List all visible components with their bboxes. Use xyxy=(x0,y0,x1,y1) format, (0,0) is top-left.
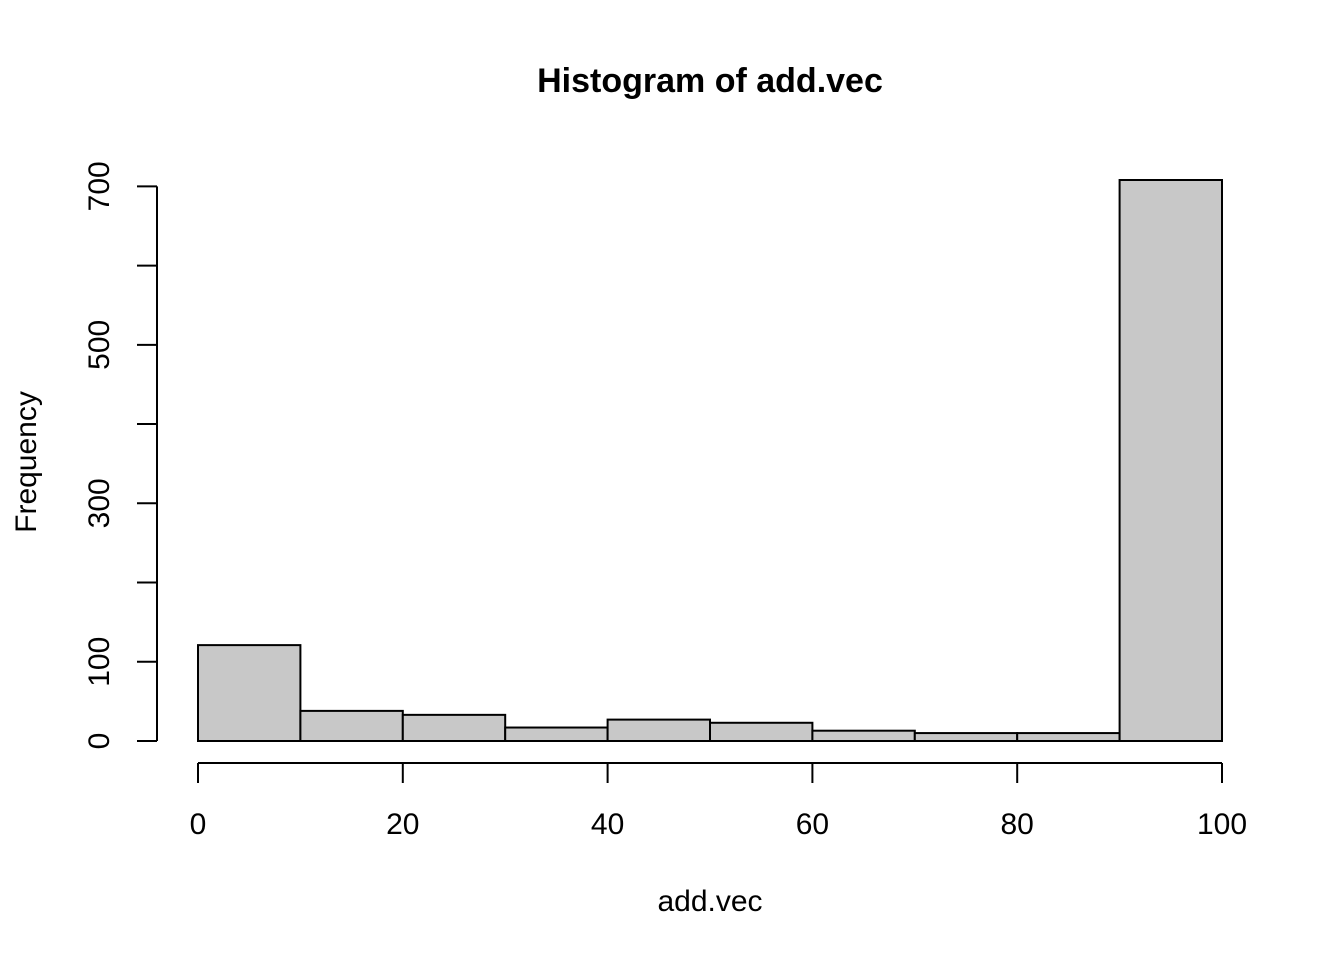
histogram-bar-9 xyxy=(1118,179,1223,742)
histogram-bar-7 xyxy=(913,732,1019,743)
histogram-bar-4 xyxy=(606,718,711,743)
y-tick-label-3: 300 xyxy=(83,478,116,528)
histogram-bar-0 xyxy=(197,644,302,742)
y-tick-label-0: 0 xyxy=(83,733,116,750)
y-axis-label: Frequency xyxy=(10,391,43,533)
x-tick-label-5: 100 xyxy=(1197,808,1247,841)
x-tick-label-2: 40 xyxy=(591,808,624,841)
chart-title: Histogram of add.vec xyxy=(537,62,883,100)
histogram-bar-6 xyxy=(811,729,916,743)
x-axis: 0 20 40 60 80 100 xyxy=(190,762,1247,841)
y-axis: 0 100 300 500 700 xyxy=(83,161,158,750)
histogram-bar-8 xyxy=(1016,732,1121,743)
histogram-bar-1 xyxy=(299,709,404,742)
x-tick-label-1: 20 xyxy=(386,808,419,841)
y-tick-label-5: 500 xyxy=(83,320,116,370)
bars-group xyxy=(197,179,1223,743)
x-tick-label-3: 60 xyxy=(796,808,829,841)
histogram-bar-3 xyxy=(504,726,609,743)
y-tick-label-1: 100 xyxy=(83,637,116,687)
x-tick-label-0: 0 xyxy=(190,808,207,841)
x-tick-label-4: 80 xyxy=(1001,808,1034,841)
histogram-bar-5 xyxy=(709,721,814,743)
x-axis-label: add.vec xyxy=(657,885,762,918)
histogram-bar-2 xyxy=(401,713,507,742)
y-tick-label-7: 700 xyxy=(83,161,116,211)
